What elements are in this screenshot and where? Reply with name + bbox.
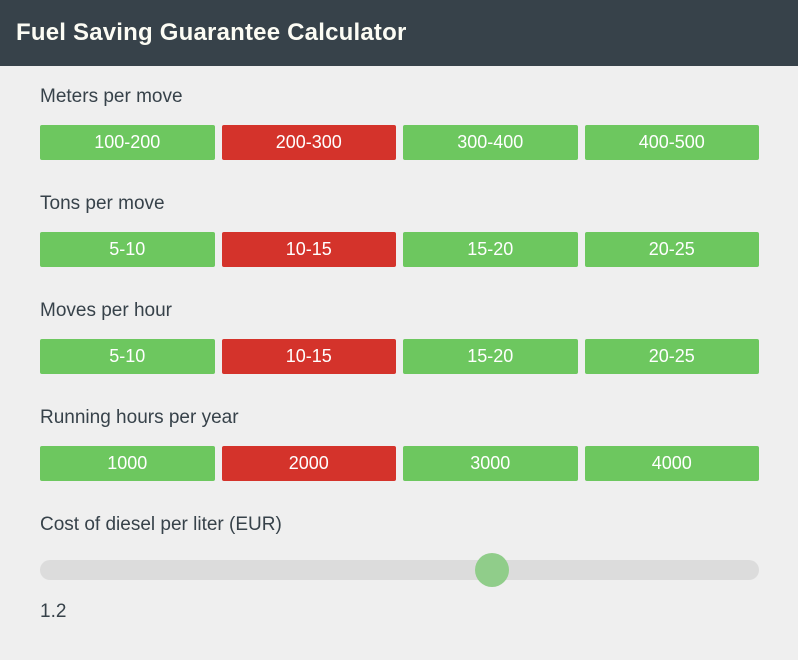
- diesel-cost-section: Cost of diesel per liter (EUR) 1.2: [40, 514, 759, 623]
- group-label: Tons per move: [40, 193, 165, 214]
- option-button[interactable]: 20-25: [584, 339, 759, 374]
- button-row: 5-10 10-15 15-20 20-25: [40, 232, 759, 267]
- button-row: 100-200 200-300 300-400 400-500: [40, 125, 759, 160]
- button-row: 1000 2000 3000 4000: [40, 446, 759, 481]
- option-button[interactable]: 2000: [221, 446, 396, 481]
- option-button[interactable]: 15-20: [403, 232, 578, 267]
- page-title: Fuel Saving Guarantee Calculator: [16, 19, 407, 46]
- group-label: Moves per hour: [40, 300, 173, 321]
- option-group: Moves per hour 5-10 10-15 15-20 20-25: [40, 300, 759, 374]
- option-group: Tons per move 5-10 10-15 15-20 20-25: [40, 193, 759, 267]
- group-label: Meters per move: [40, 86, 183, 107]
- option-button[interactable]: 200-300: [221, 125, 396, 160]
- app-header: Fuel Saving Guarantee Calculator: [0, 0, 798, 66]
- slider-thumb[interactable]: [475, 553, 510, 587]
- option-button[interactable]: 15-20: [403, 339, 578, 374]
- button-row: 5-10 10-15 15-20 20-25: [40, 339, 759, 374]
- slider-label: Cost of diesel per liter (EUR): [40, 514, 282, 535]
- option-group: Meters per move 100-200 200-300 300-400 400…: [40, 86, 759, 160]
- group-label: Running hours per year: [40, 407, 239, 428]
- option-button[interactable]: 20-25: [584, 232, 759, 267]
- diesel-cost-slider[interactable]: [40, 553, 759, 587]
- option-button[interactable]: 10-15: [221, 232, 396, 267]
- option-button[interactable]: 100-200: [40, 125, 215, 160]
- option-button[interactable]: 300-400: [403, 125, 578, 160]
- option-group: Running hours per year 1000 2000 3000 4000: [40, 407, 759, 481]
- option-button[interactable]: 10-15: [221, 339, 396, 374]
- option-button[interactable]: 5-10: [40, 339, 215, 374]
- slider-value: 1.2: [40, 601, 67, 622]
- option-button[interactable]: 1000: [40, 446, 215, 481]
- calculator-body: Meters per move 100-200 200-300 300-400 400…: [0, 66, 798, 623]
- option-groups: Meters per move 100-200 200-300 300-400 400…: [40, 86, 759, 481]
- option-button[interactable]: 400-500: [584, 125, 759, 160]
- option-button[interactable]: 3000: [403, 446, 578, 481]
- option-button[interactable]: 5-10: [40, 232, 215, 267]
- option-button[interactable]: 4000: [584, 446, 759, 481]
